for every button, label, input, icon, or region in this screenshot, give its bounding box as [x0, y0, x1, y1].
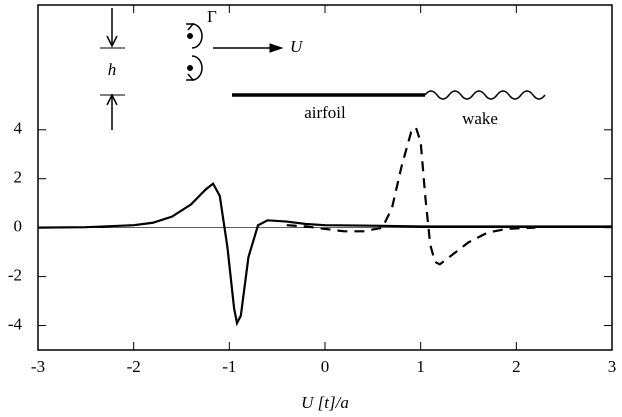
annotation: Γ [207, 7, 217, 26]
data-line [286, 125, 536, 266]
annotation: wake [462, 109, 498, 128]
y-tick-label: -2 [8, 266, 22, 285]
y-tick-label: 0 [14, 217, 23, 236]
annotation: airfoil [304, 103, 346, 122]
data-line [37, 181, 612, 327]
x-tick-label: 1 [416, 357, 425, 376]
annotation: h [108, 60, 117, 79]
x-tick-label: -3 [31, 357, 45, 376]
y-tick-label: -4 [8, 314, 23, 333]
x-tick-label: 0 [321, 357, 330, 376]
plot-frame [37, 4, 613, 351]
diagram [100, 8, 546, 130]
x-axis-label: U [t]/a [301, 393, 349, 412]
x-tick-label: 3 [608, 357, 617, 376]
annotation: U [290, 37, 304, 56]
x-tick-label: -2 [127, 357, 141, 376]
y-tick-label: 4 [14, 119, 23, 138]
y-tick-label: 2 [14, 168, 23, 187]
x-tick-label: -1 [222, 357, 236, 376]
x-tick-label: 2 [512, 357, 521, 376]
